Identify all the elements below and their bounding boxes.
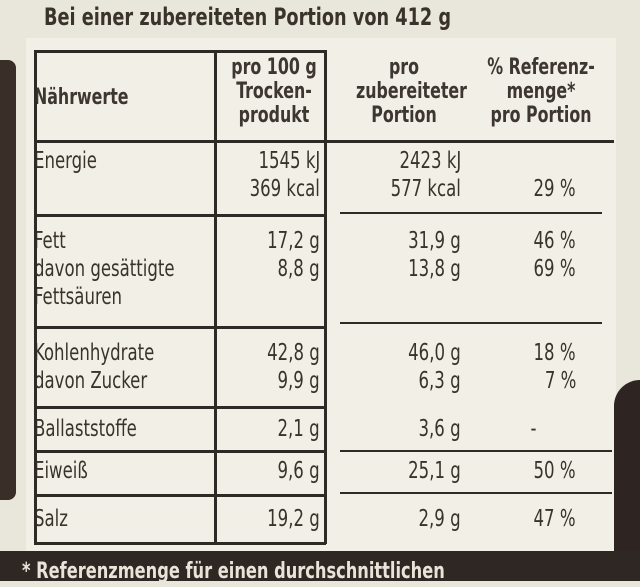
cell-per-portion: 13,8 g <box>408 256 461 282</box>
cell-per100g: 9,9 g <box>277 368 320 394</box>
cell-per-portion: 25,1 g <box>408 458 461 484</box>
row-divider <box>34 140 614 143</box>
row-divider <box>340 322 602 324</box>
table-header-row: Nährwerte pro 100 g Trocken-produkt pro zu… <box>26 56 616 136</box>
cell-reference: - <box>530 416 536 442</box>
column-header-per100g: pro 100 g Trocken-produkt <box>231 55 317 128</box>
cell-reference: 50 % <box>533 458 576 484</box>
row-label-energy: Energie <box>34 148 97 174</box>
table-row: Ballaststoffe 2,1 g 3,6 g - <box>26 414 616 448</box>
column-divider <box>324 50 327 544</box>
cell-reference: 46 % <box>533 228 576 254</box>
row-label-fatty-acids: Fettsäuren <box>34 284 123 310</box>
cell-per100g: 9,6 g <box>277 458 320 484</box>
cell-reference: 18 % <box>533 340 576 366</box>
cell-per100g: 2,1 g <box>277 416 320 442</box>
cell-reference: 47 % <box>533 506 576 532</box>
table-row: Energie 1545 kJ 369 kcal 2423 kJ 577 kca… <box>26 146 616 206</box>
row-divider <box>34 326 326 329</box>
row-label-protein: Eiweiß <box>34 458 88 484</box>
cell-per-portion: 31,9 g <box>408 228 461 254</box>
row-label-salt: Salz <box>34 506 68 532</box>
row-label-sugar: davon Zucker <box>34 368 148 394</box>
footnote: * Referenzmenge für einen durchschnittli… <box>22 559 445 584</box>
package-edge-left <box>0 60 16 500</box>
row-divider <box>340 212 602 214</box>
package-edge-right <box>614 380 640 581</box>
cell-per-portion: 577 kcal <box>390 176 461 202</box>
cell-per100g: 19,2 g <box>267 506 320 532</box>
column-header-per-portion: pro zubereiteter Portion <box>356 55 467 128</box>
row-divider <box>34 214 326 217</box>
cell-reference: 29 % <box>533 176 576 202</box>
cell-per-portion: 6,3 g <box>418 368 461 394</box>
table-row: Salz 19,2 g 2,9 g 47 % <box>26 504 616 538</box>
portion-header: Bei einer zubereiteten Portion von 412 g <box>44 3 452 31</box>
cell-per-portion: 2423 kJ <box>399 148 461 174</box>
row-label-saturated: davon gesättigte <box>34 256 175 282</box>
table-row: Eiweiß 9,6 g 25,1 g 50 % <box>26 456 616 490</box>
cell-per-portion: 46,0 g <box>408 340 461 366</box>
column-header-reference: % Referenz-menge* pro Portion <box>487 55 595 128</box>
column-header-nutrients: Nährwerte <box>34 85 129 110</box>
cell-per100g: 8,8 g <box>277 256 320 282</box>
table-border-top <box>34 50 326 53</box>
table-border-left <box>34 50 37 544</box>
row-label-carbohydrates: Kohlenhydrate <box>34 340 155 366</box>
table-row: Kohlenhydrate davon Zucker 42,8 g 9,9 g … <box>26 338 616 400</box>
cell-per-portion: 2,9 g <box>418 506 461 532</box>
row-divider <box>34 406 326 409</box>
cell-per100g: 369 kcal <box>249 176 320 202</box>
footer-bar <box>0 551 640 581</box>
label-panel <box>26 38 616 558</box>
column-divider <box>214 50 217 544</box>
cell-reference: 69 % <box>533 256 576 282</box>
table-row: Fett davon gesättigte Fettsäuren 17,2 g … <box>26 226 616 316</box>
row-divider <box>34 450 326 453</box>
row-label-fat: Fett <box>34 228 66 254</box>
cell-per100g: 42,8 g <box>267 340 320 366</box>
row-label-fiber: Ballaststoffe <box>34 416 137 442</box>
cell-per100g: 1545 kJ <box>258 148 320 174</box>
row-divider <box>34 494 326 497</box>
table-border-bottom <box>34 542 326 545</box>
cell-per100g: 17,2 g <box>267 228 320 254</box>
row-divider <box>340 450 612 452</box>
cell-reference: 7 % <box>544 368 576 394</box>
cell-per-portion: 3,6 g <box>418 416 461 442</box>
row-divider <box>340 492 612 494</box>
